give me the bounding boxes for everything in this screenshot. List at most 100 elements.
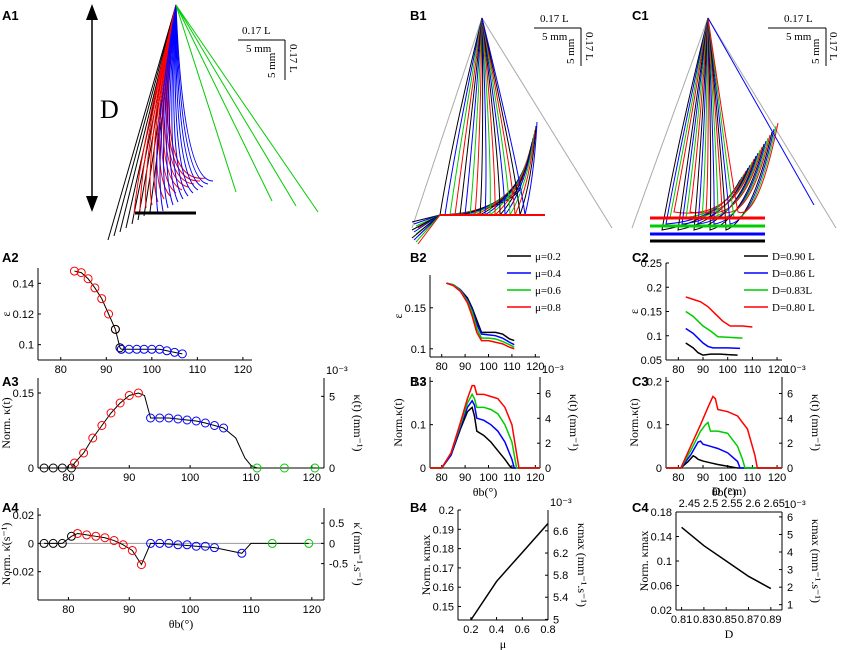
y-axis-label: Norm. κmax (419, 535, 433, 596)
data-point (109, 536, 119, 546)
scalebar-length-v-label: 0.17 L (583, 32, 595, 61)
data-point (133, 388, 143, 398)
series-line (430, 384, 540, 469)
y-axis-label: ε (627, 309, 641, 314)
data-point (97, 294, 107, 304)
whisker-curve (707, 17, 771, 214)
series-line (44, 532, 309, 566)
data-point (177, 349, 187, 359)
panel-label-A2: A2 (2, 250, 19, 265)
legend-label: D=0.86 L (772, 268, 815, 280)
data-point (136, 560, 146, 570)
x-tick-label: 120 (768, 472, 786, 484)
data-point (118, 540, 128, 550)
data-point (115, 343, 125, 353)
whisker-curve (481, 17, 613, 229)
data-point (104, 309, 114, 319)
whisker-curve (707, 17, 779, 214)
arrow-down-icon (86, 196, 98, 212)
y-tick-label: 0.15 (433, 601, 454, 613)
x-tick-label: 80 (55, 364, 67, 376)
data-point (200, 541, 210, 551)
scalebar-length-label: 0.17 L (784, 13, 813, 25)
whisker-curve (481, 17, 534, 217)
chart-B4: 0.2 0.4 0.6 0.8 0.15 0.16 0.17 0.18 0.19 0.2 5 5.4 5… (419, 497, 589, 650)
data-point (90, 283, 100, 293)
data-point (69, 266, 79, 276)
scalebar-length-label: 0.17 L (540, 13, 569, 25)
whisker-curve (175, 4, 297, 207)
whisker-curve (481, 17, 531, 217)
data-point (115, 398, 125, 408)
panel-label-B4: B4 (410, 500, 427, 515)
whisker-curve (631, 17, 709, 229)
x-tick-label: 90 (459, 472, 471, 484)
y2-axis-label: κmax (mm⁻¹.s⁻¹) (575, 523, 589, 607)
y2-tick-label: 5 (787, 529, 793, 541)
data-point (182, 415, 192, 425)
x-tick-label: 120 (526, 472, 544, 484)
whisker-curve (707, 17, 777, 219)
data-point (73, 528, 83, 538)
y2-exponent: 10⁻³ (542, 364, 564, 376)
scalebar-mm-label: 5 mm (246, 43, 272, 55)
y2-tick-label: 5.4 (553, 592, 568, 604)
y2-exponent: 10⁻³ (784, 499, 806, 511)
x2-axis-label: D (cm) (712, 484, 746, 498)
y-axis-label: Norm. κ(t) (0, 397, 13, 448)
x-tick-label: 110 (503, 472, 521, 484)
series-line (681, 526, 772, 590)
chart-C4: 0.81 0.83 0.85 0.87 0.89 0.02 0.06 0.1 0.14 0.18 1… (637, 484, 823, 641)
whisker-curve (705, 17, 763, 214)
data-point (209, 421, 219, 430)
data-point (191, 416, 201, 426)
y2-tick-label: 4 (787, 547, 793, 559)
data-point (182, 540, 192, 550)
whisker-curve (693, 17, 757, 231)
y-axis-label: Norm.κ(t) (391, 398, 405, 446)
legend-label: μ=0.6 (535, 285, 561, 297)
x-tick-label: 90 (697, 472, 709, 484)
panel-label-A3: A3 (2, 374, 19, 389)
x-tick-label: 110 (242, 472, 260, 484)
y-tick-label: 0.18 (433, 544, 454, 556)
y2-exponent: 10⁻³ (784, 364, 806, 376)
data-point (48, 538, 58, 548)
x-tick-label: 0.85 (715, 614, 736, 626)
whisker-curve (175, 4, 209, 185)
legend-label: μ=0.8 (535, 302, 561, 314)
data-point (237, 548, 247, 558)
x-tick-label: 90 (123, 604, 135, 616)
legend-label: D=0.90 L (772, 251, 815, 263)
legend-label: μ=0.2 (535, 251, 561, 263)
whisker-curve (707, 17, 769, 219)
data-point (304, 538, 314, 548)
series-line (121, 348, 183, 355)
chart-A3: 80 90 100 110 120 0 0.15 0 5 10⁻³ Norm. κ(t) κ(t) (… (0, 365, 365, 484)
whisker-curve (107, 4, 177, 241)
data-point (48, 463, 58, 473)
data-point (66, 531, 76, 541)
x2-tick-label: 2.6 (745, 498, 760, 510)
whisker-curve (173, 4, 189, 197)
y2-tick-label: 6 (787, 388, 793, 400)
data-point (200, 418, 210, 428)
scalebar-length-v-label: 0.17 L (287, 44, 299, 73)
whisker-curve (689, 17, 755, 214)
x-tick-label: 0.4 (489, 624, 504, 636)
whisker-curve (175, 4, 319, 213)
y-tick-label: 0.02 (13, 510, 34, 522)
panel-label-A1: A1 (2, 8, 19, 23)
whisker-curve (417, 214, 441, 245)
x-tick-label: 120 (303, 472, 321, 484)
y-tick-label: 0.02 (651, 605, 672, 617)
x-tick-label: 100 (181, 604, 199, 616)
panel-label-C3: C3 (632, 374, 649, 389)
x-axis-label: μ (500, 637, 506, 650)
legend-label: D=0.80 L (772, 302, 815, 314)
y2-tick-label: 4 (787, 413, 793, 425)
legend-label: D=0.83L (772, 285, 812, 297)
y-tick-label: 0.2 (647, 376, 662, 388)
y2-tick-label: 5 (553, 614, 559, 626)
whisker-curve (673, 17, 747, 214)
